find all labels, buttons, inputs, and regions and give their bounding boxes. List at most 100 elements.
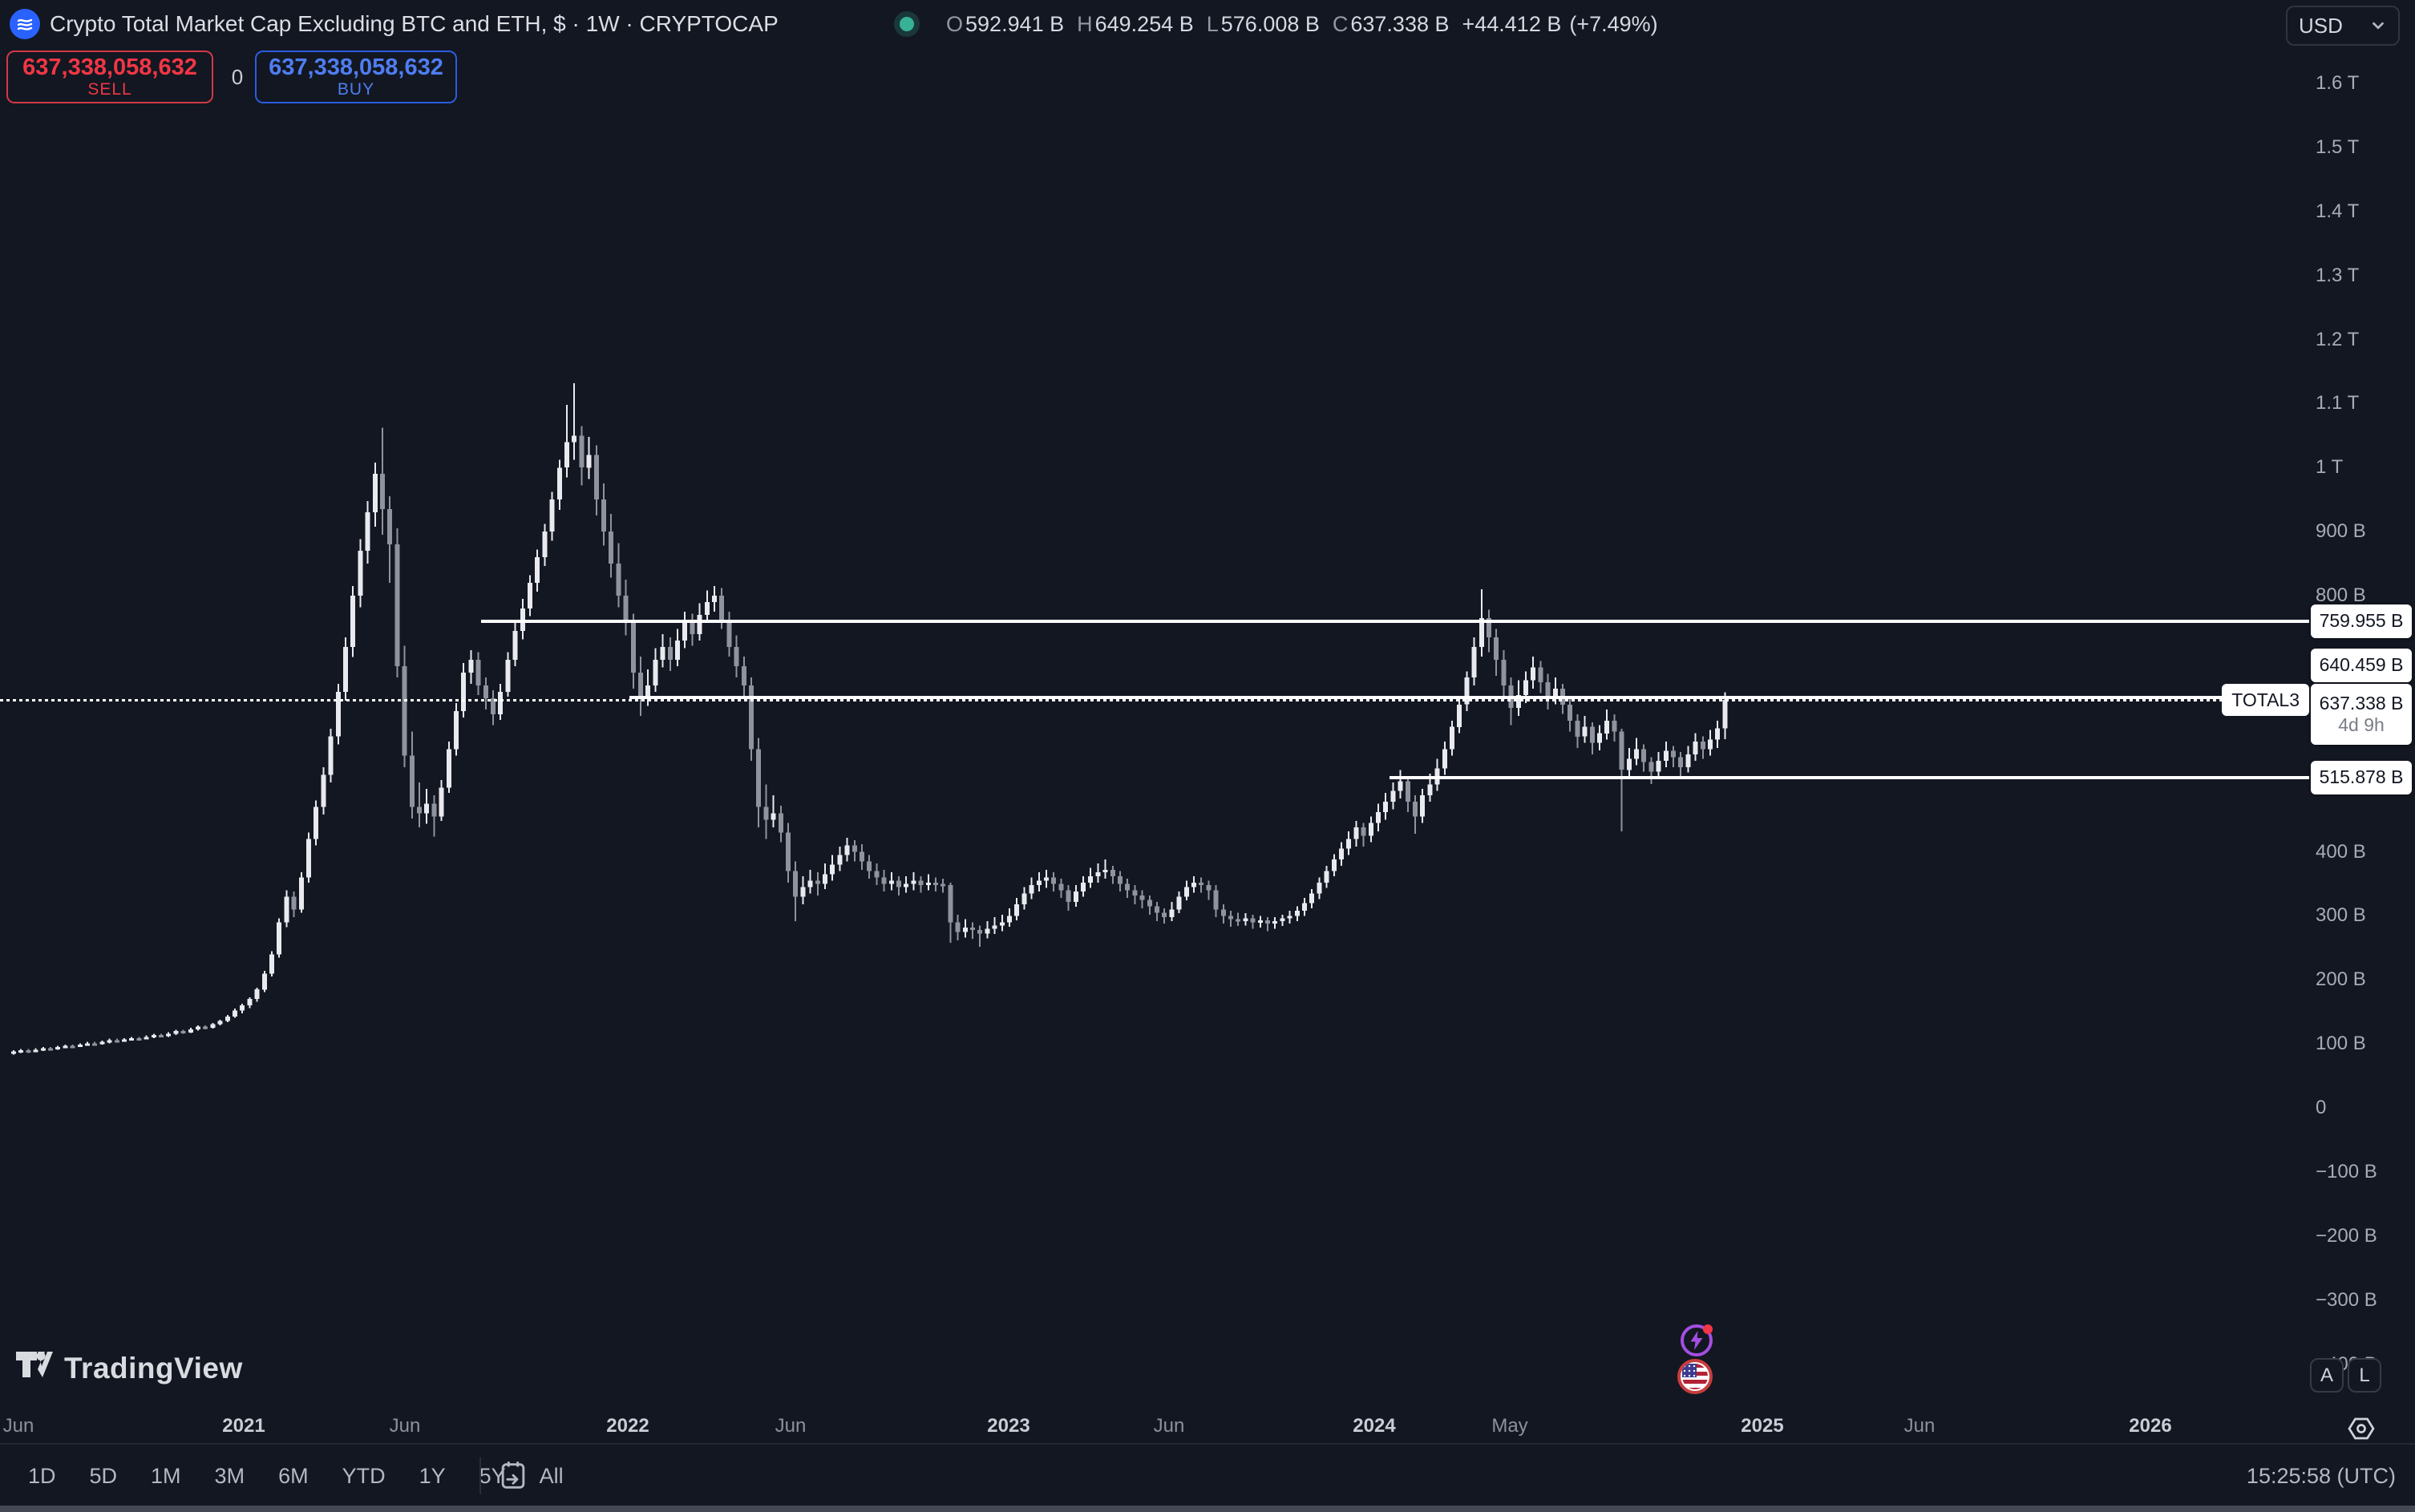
- ray-price-label[interactable]: 640.459 B: [2311, 648, 2412, 682]
- horizontal-ray[interactable]: [481, 619, 2309, 623]
- candle: [579, 426, 585, 486]
- ohlc-value: 637.338 B: [1350, 12, 1450, 36]
- candle: [712, 586, 717, 612]
- range-button-1m[interactable]: 1M: [151, 1463, 181, 1488]
- events-lightning-icon[interactable]: [1681, 1324, 1713, 1356]
- price-axis-label: 200 B: [2316, 968, 2366, 991]
- ohlc-value: 649.254 B: [1094, 12, 1194, 36]
- candle: [852, 840, 857, 862]
- candle: [1183, 880, 1189, 901]
- current-price-label: 637.338 B: [2319, 692, 2404, 714]
- candle: [166, 1032, 172, 1037]
- candle: [196, 1025, 200, 1031]
- range-button-5d[interactable]: 5D: [89, 1463, 118, 1488]
- sell-label: SELL: [87, 80, 132, 99]
- price-axis-label: 1.2 T: [2316, 328, 2360, 350]
- candle: [446, 742, 451, 793]
- candle: [1715, 720, 1721, 749]
- candle: [343, 637, 348, 701]
- candle: [1427, 774, 1433, 802]
- candle: [572, 382, 577, 460]
- candle: [505, 652, 511, 697]
- spread-value: 0: [231, 65, 244, 89]
- candle: [999, 914, 1005, 932]
- candle: [210, 1022, 216, 1029]
- price-axis-label: 900 B: [2316, 520, 2366, 543]
- symbol-title[interactable]: Crypto Total Market Cap Excluding BTC an…: [50, 11, 779, 36]
- sell-button[interactable]: 637,338,058,632 SELL: [6, 51, 213, 103]
- candle: [948, 882, 953, 943]
- candle: [1368, 816, 1373, 843]
- candle: [1523, 671, 1528, 704]
- candlestick-plot[interactable]: [0, 0, 2309, 1411]
- range-button-3m[interactable]: 3M: [214, 1463, 245, 1488]
- candle: [33, 1048, 38, 1053]
- range-button-1d[interactable]: 1D: [28, 1463, 56, 1488]
- horizontal-ray[interactable]: [1390, 775, 2309, 779]
- range-button-5y[interactable]: 5Y: [479, 1463, 506, 1488]
- toolbar-separator: [479, 1457, 481, 1494]
- axis-settings-gear-icon[interactable]: [2346, 1414, 2377, 1443]
- log-scale-button[interactable]: L: [2348, 1358, 2381, 1393]
- range-button-all[interactable]: All: [539, 1463, 564, 1488]
- candle: [328, 729, 334, 783]
- candle: [144, 1035, 149, 1040]
- buy-price: 637,338,058,632: [269, 55, 443, 80]
- horizontal-ray[interactable]: [629, 696, 2309, 700]
- time-axis-label: Jun: [775, 1415, 807, 1437]
- candle: [498, 684, 504, 720]
- candle: [1420, 789, 1426, 823]
- candle: [1619, 729, 1624, 831]
- ray-price-label[interactable]: 515.878 B: [2311, 760, 2412, 794]
- candle: [1331, 854, 1337, 876]
- range-button-ytd[interactable]: YTD: [342, 1463, 386, 1488]
- candle: [1250, 914, 1256, 929]
- candle: [1324, 866, 1329, 888]
- price-axis-label: 100 B: [2316, 1033, 2366, 1055]
- candle: [475, 652, 481, 695]
- candle: [159, 1033, 164, 1038]
- candle: [786, 823, 791, 883]
- candle: [1095, 863, 1101, 883]
- ohlc-letter: L: [1206, 12, 1219, 36]
- candle: [1641, 744, 1647, 772]
- auto-scale-button[interactable]: A: [2310, 1358, 2344, 1393]
- time-axis-label: 2023: [987, 1415, 1030, 1437]
- symbol-tag[interactable]: TOTAL3: [2222, 683, 2309, 716]
- goto-date-calendar-icon[interactable]: [497, 1460, 529, 1492]
- candle: [667, 637, 673, 672]
- candle: [1552, 677, 1558, 705]
- us-flag-event-icon[interactable]: [1677, 1359, 1713, 1394]
- candle: [1272, 917, 1278, 929]
- candle: [749, 677, 754, 761]
- ray-price-label[interactable]: 759.955 B: [2311, 604, 2412, 638]
- candle: [122, 1037, 127, 1042]
- candle: [1361, 823, 1366, 847]
- range-button-1y[interactable]: 1Y: [419, 1463, 446, 1488]
- range-button-6m[interactable]: 6M: [278, 1463, 309, 1488]
- market-status-dot[interactable]: [900, 17, 914, 31]
- current-price-box[interactable]: 637.338 B 4d 9h: [2311, 683, 2412, 745]
- candle: [454, 703, 459, 756]
- buy-button[interactable]: 637,338,058,632 BUY: [255, 51, 457, 103]
- cryptocap-logo-icon[interactable]: [10, 9, 40, 39]
- candle: [1568, 697, 1573, 732]
- price-axis-label: 1.5 T: [2316, 135, 2360, 158]
- candle: [823, 863, 827, 889]
- candle: [815, 872, 820, 895]
- candle: [1051, 872, 1057, 892]
- time-axis[interactable]: Jun 2021 Jun 2022 Jun 2023 Jun 2024 May 2025 Jun 20…: [0, 1409, 2415, 1443]
- candle: [690, 613, 695, 646]
- tradingview-logo[interactable]: TradingView: [16, 1352, 243, 1385]
- candle: [830, 855, 835, 881]
- candle: [970, 922, 975, 940]
- candle: [941, 879, 946, 893]
- utc-clock[interactable]: 15:25:58 (UTC): [2246, 1464, 2396, 1488]
- price-axis-label: −200 B: [2316, 1224, 2377, 1247]
- candle: [350, 586, 356, 657]
- currency-select[interactable]: USD: [2286, 6, 2400, 46]
- candle: [240, 1003, 245, 1013]
- candle: [1604, 710, 1610, 740]
- candle: [704, 590, 710, 623]
- candle: [358, 539, 363, 608]
